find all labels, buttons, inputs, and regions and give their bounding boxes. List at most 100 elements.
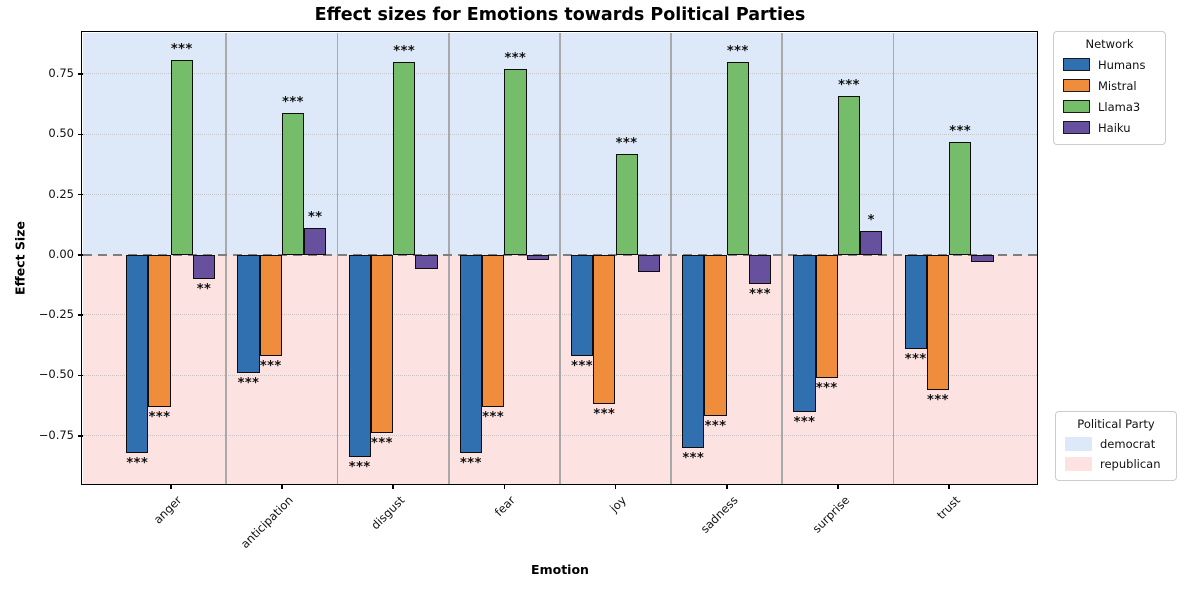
bar-mistral-joy: [593, 254, 616, 405]
legend-network: Network Humans Mistral Llama3 Haiku: [1053, 31, 1166, 145]
significance-mistral-joy: ***: [593, 407, 616, 423]
bar-humans-surprise: [793, 254, 816, 412]
significance-llama3-trust: ***: [949, 123, 972, 139]
legend-party: Political Party democrat republican: [1055, 411, 1177, 481]
bar-llama3-anger: [170, 59, 193, 255]
x-tick-mark: [503, 484, 506, 489]
x-tick-label-anger: anger: [151, 493, 185, 527]
bar-mistral-disgust: [370, 254, 394, 434]
bar-haiku-disgust: [415, 254, 438, 270]
significance-mistral-sadness: ***: [704, 419, 727, 435]
y-tick-mark: [77, 374, 83, 377]
group-separator: [781, 33, 784, 484]
group-separator: [336, 33, 339, 484]
significance-mistral-surprise: ***: [815, 380, 838, 396]
significance-haiku-surprise: *: [867, 212, 875, 228]
x-tick-mark: [837, 484, 839, 489]
significance-llama3-disgust: ***: [393, 43, 416, 59]
bar-humans-joy: [571, 254, 594, 357]
significance-mistral-trust: ***: [927, 392, 949, 408]
significance-humans-joy: ***: [571, 359, 594, 375]
bar-haiku-trust: [971, 254, 994, 263]
x-tick-mark: [170, 484, 172, 489]
legend-network-title: Network: [1085, 37, 1134, 51]
bar-humans-disgust: [348, 254, 371, 458]
bar-llama3-surprise: [837, 95, 861, 255]
party-color-patch: [1065, 437, 1092, 451]
significance-humans-trust: ***: [904, 351, 927, 367]
bar-humans-fear: [459, 254, 483, 453]
x-axis-label: Emotion: [531, 562, 589, 577]
significance-mistral-fear: ***: [482, 409, 505, 425]
legend-item-label: Mistral: [1098, 78, 1137, 93]
bar-mistral-fear: [482, 254, 505, 407]
legend-item-label: republican: [1100, 457, 1161, 471]
network-color-patch: [1063, 121, 1090, 134]
bar-mistral-surprise: [815, 254, 838, 378]
legend-party-items: democrat republican: [1065, 434, 1167, 474]
x-tick-mark: [948, 484, 950, 489]
y-tick-label: −0.75: [38, 427, 74, 442]
legend-item-republican: republican: [1065, 454, 1167, 474]
plot-area: *** *** *** *** *** *** *** *** *** *** *** *** *** *…: [83, 33, 1037, 484]
x-tick-label-sadness: sadness: [697, 493, 741, 536]
y-tick-label: 0.75: [48, 66, 74, 80]
x-tick-label-trust: trust: [933, 493, 964, 523]
legend-item-label: Llama3: [1098, 99, 1141, 114]
significance-mistral-anticipation: ***: [259, 359, 282, 375]
x-tick-mark: [281, 484, 283, 489]
significance-llama3-sadness: ***: [726, 43, 749, 59]
network-color-patch: [1063, 100, 1090, 113]
y-tick-mark: [77, 314, 83, 316]
y-tick-label: −0.50: [38, 367, 74, 382]
significance-mistral-disgust: ***: [371, 436, 393, 452]
bar-mistral-anger: [148, 254, 171, 407]
bar-mistral-sadness: [704, 254, 727, 417]
party-color-patch: [1065, 457, 1092, 471]
bar-humans-anger: [126, 254, 149, 453]
group-separator: [447, 33, 450, 484]
legend-item-democrat: democrat: [1065, 434, 1167, 454]
legend-network-items: Humans Mistral Llama3 Haiku: [1063, 54, 1156, 138]
bar-humans-sadness: [682, 254, 705, 448]
legend-item-label: Humans: [1098, 57, 1146, 72]
x-tick-label-disgust: disgust: [367, 493, 408, 533]
x-tick-mark: [726, 484, 728, 489]
group-separator: [559, 33, 561, 484]
significance-llama3-anticipation: ***: [282, 94, 304, 110]
bar-haiku-anger: [192, 254, 216, 279]
x-tick-label-anticipation: anticipation: [237, 493, 296, 551]
significance-humans-anger: ***: [126, 455, 149, 471]
significance-haiku-sadness: ***: [749, 286, 771, 302]
zero-line: [83, 253, 1037, 257]
significance-haiku-anger: **: [196, 282, 212, 297]
y-tick-mark: [77, 73, 83, 75]
legend-party-title: Political Party: [1077, 417, 1155, 431]
legend-item-label: Haiku: [1098, 120, 1131, 135]
bar-haiku-surprise: [860, 230, 883, 255]
legend-item-llama3: Llama3: [1063, 96, 1156, 117]
bar-haiku-joy: [637, 254, 660, 272]
bar-llama3-fear: [504, 69, 527, 255]
significance-llama3-anger: ***: [170, 41, 193, 57]
significance-llama3-joy: ***: [615, 135, 638, 151]
significance-humans-sadness: ***: [682, 450, 705, 466]
legend-item-humans: Humans: [1063, 54, 1156, 75]
bar-haiku-anticipation: [304, 228, 327, 255]
bar-humans-trust: [904, 254, 927, 349]
bar-haiku-fear: [526, 254, 549, 260]
significance-humans-fear: ***: [459, 455, 482, 471]
y-tick-label: 0.25: [48, 186, 74, 201]
legend-item-haiku: Haiku: [1063, 117, 1156, 138]
bar-llama3-joy: [615, 153, 638, 255]
y-tick-mark: [77, 435, 83, 437]
significance-haiku-anticipation: **: [307, 210, 323, 226]
bar-llama3-trust: [949, 141, 972, 255]
bar-llama3-sadness: [726, 61, 749, 255]
group-separator: [670, 33, 672, 484]
y-tick-label: −0.25: [38, 307, 74, 322]
group-separator: [225, 33, 228, 484]
chart-title: Effect sizes for Emotions towards Politi…: [314, 5, 806, 25]
legend-item-label: democrat: [1100, 437, 1156, 451]
